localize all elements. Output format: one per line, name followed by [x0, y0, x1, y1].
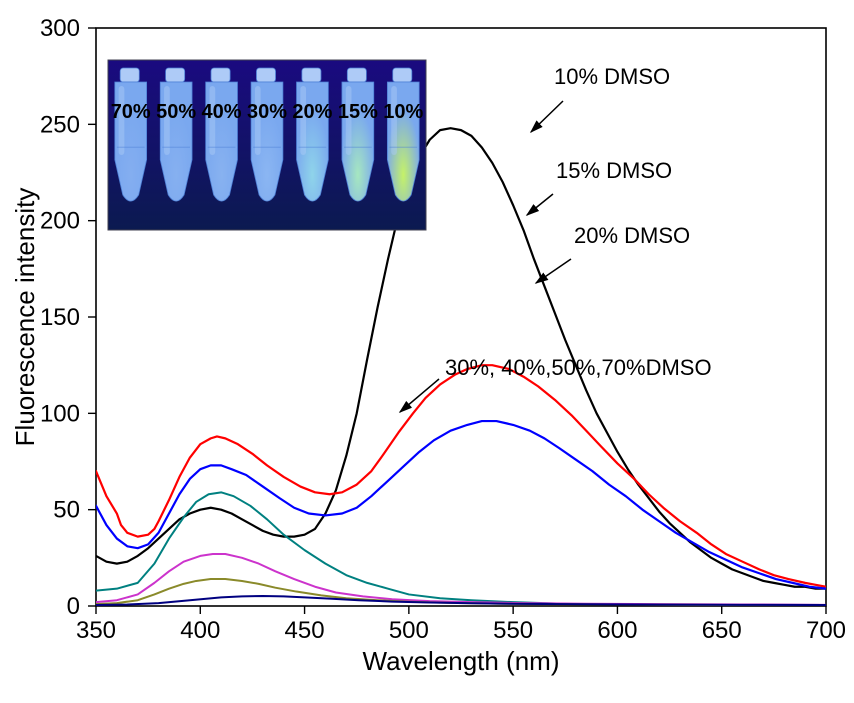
y-tick-label: 50 [53, 497, 80, 524]
series-line [96, 421, 826, 589]
inset-tube-label: 40% [202, 101, 242, 123]
series-annotation: 30%, 40%,50%,70%DMSO [445, 355, 712, 380]
inset-tube-label: 30% [247, 101, 287, 123]
annotation-arrow [527, 194, 553, 215]
inset-tube-label: 15% [338, 101, 378, 123]
y-tick-label: 250 [40, 111, 80, 138]
x-tick-label: 650 [702, 617, 742, 644]
y-axis-label: Fluorescence intensity [10, 188, 40, 447]
x-tick-label: 400 [180, 617, 220, 644]
y-tick-label: 200 [40, 208, 80, 235]
inset-tube-label: 10% [383, 101, 423, 123]
series-line [96, 365, 826, 587]
y-tick-label: 100 [40, 400, 80, 427]
inset-photo: 70%50% 40%30%20% 15%10% [108, 60, 426, 230]
x-tick-label: 700 [806, 617, 846, 644]
y-tick-label: 300 [40, 15, 80, 42]
y-tick-label: 0 [67, 593, 80, 620]
x-tick-label: 500 [389, 617, 429, 644]
x-tick-label: 350 [76, 617, 116, 644]
inset-tube-label: 70% [111, 101, 151, 123]
y-tick-label: 150 [40, 304, 80, 331]
x-tick-label: 550 [493, 617, 533, 644]
annotation-arrow [531, 101, 563, 132]
x-tick-label: 450 [285, 617, 325, 644]
series-annotation: 20% DMSO [574, 223, 690, 248]
x-tick-label: 600 [597, 617, 637, 644]
annotation-arrow [536, 259, 571, 283]
inset-tube-label: 20% [292, 101, 332, 123]
fluorescence-chart: 350 400 450 500 550 600 650 700 0 50 100 150 200 250 3… [0, 0, 854, 703]
series-annotation: 15% DMSO [556, 158, 672, 183]
inset-tube-label: 50% [156, 101, 196, 123]
chart-svg: 350 400 450 500 550 600 650 700 0 50 100 150 200 250 3… [0, 0, 854, 703]
series-annotation: 10% DMSO [554, 64, 670, 89]
x-axis-label: Wavelength (nm) [363, 646, 560, 676]
